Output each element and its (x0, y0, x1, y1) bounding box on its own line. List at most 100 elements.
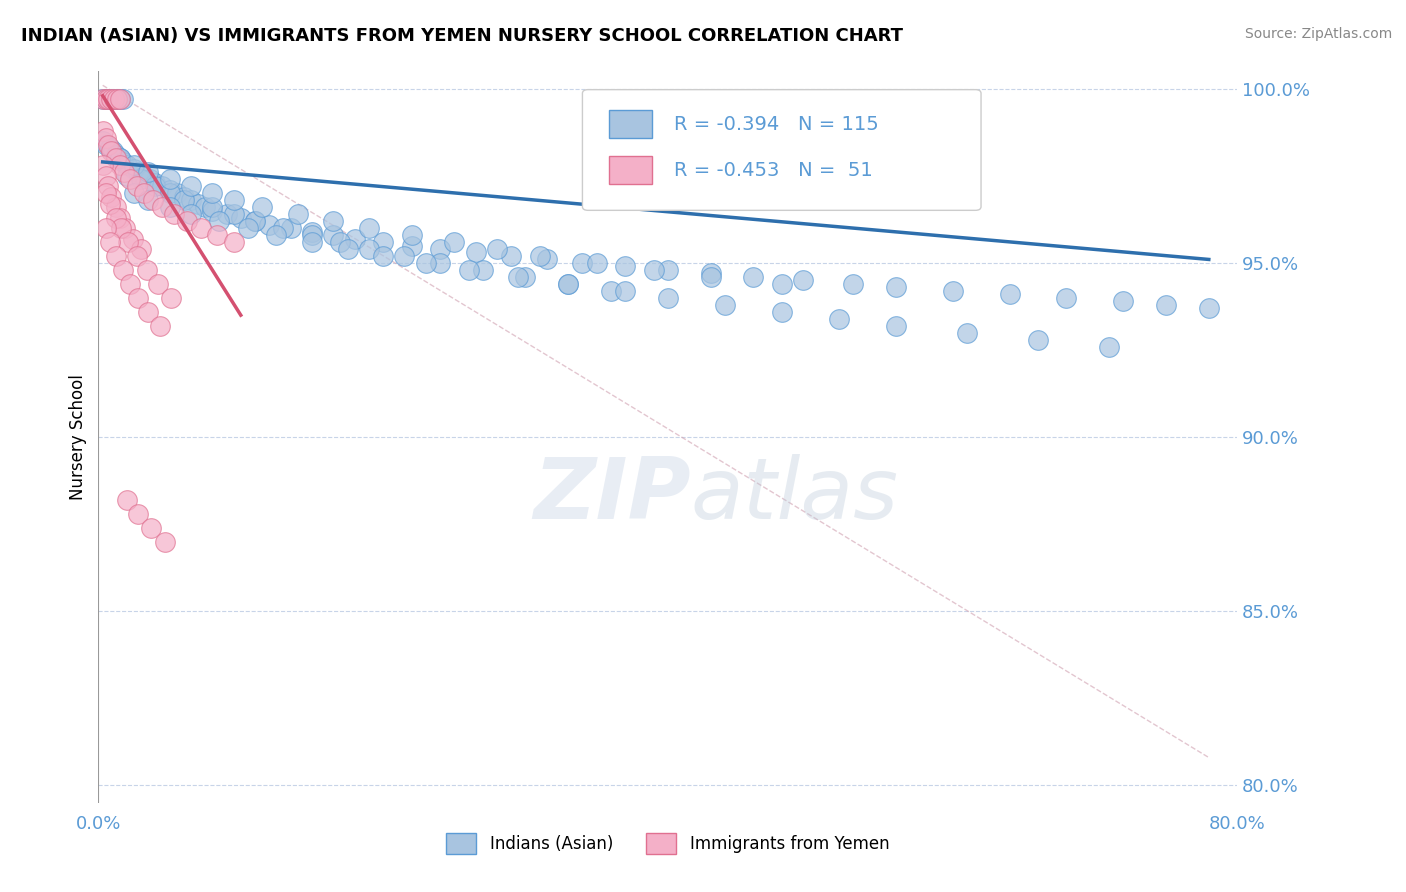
Point (108, 92, 131, 106)
Point (100, 190, 122, 204)
Point (742, 269, 765, 284)
Point (343, 231, 366, 245)
Text: INDIAN (ASIAN) VS IMMIGRANTS FROM YEMEN NURSERY SCHOOL CORRELATION CHART: INDIAN (ASIAN) VS IMMIGRANTS FROM YEMEN … (21, 27, 903, 45)
Point (614, 260, 637, 274)
Text: Source: ZipAtlas.com: Source: ZipAtlas.com (1244, 27, 1392, 41)
Point (770, 304, 793, 318)
Point (159, 172, 181, 186)
Point (529, 249, 551, 263)
Point (201, 186, 224, 201)
Point (115, 169, 138, 183)
Point (187, 196, 209, 211)
Point (127, 165, 149, 179)
Text: atlas: atlas (690, 454, 898, 537)
Point (614, 284, 637, 298)
Point (152, 179, 174, 194)
Point (429, 256, 451, 270)
Point (443, 235, 465, 249)
Text: R = -0.453   N =  51: R = -0.453 N = 51 (673, 161, 872, 179)
Text: ZIP: ZIP (533, 454, 690, 537)
Point (108, 92, 131, 106)
Point (152, 200, 174, 214)
Point (125, 179, 148, 194)
Point (104, 152, 127, 166)
Point (104, 148, 127, 162)
Point (842, 277, 865, 291)
Point (714, 298, 737, 312)
Point (942, 284, 965, 298)
Point (115, 492, 138, 507)
Point (112, 165, 135, 179)
Point (429, 242, 451, 256)
Point (159, 186, 181, 201)
Point (94, 130, 117, 145)
Point (600, 284, 623, 298)
Point (104, 200, 127, 214)
Point (114, 221, 136, 235)
Point (173, 193, 195, 207)
Point (501, 249, 523, 263)
FancyBboxPatch shape (609, 110, 652, 138)
Point (97, 92, 120, 106)
Point (201, 200, 224, 214)
Point (457, 263, 479, 277)
Point (828, 311, 851, 326)
Point (155, 534, 177, 549)
Point (100, 145, 122, 159)
Point (108, 152, 131, 166)
Point (180, 207, 202, 221)
Point (136, 165, 159, 179)
Point (122, 186, 145, 201)
Point (770, 277, 793, 291)
Point (329, 235, 352, 249)
Point (464, 245, 486, 260)
Point (536, 252, 558, 267)
Point (322, 214, 344, 228)
Point (127, 507, 149, 521)
Point (699, 266, 721, 280)
Point (160, 291, 183, 305)
Point (132, 169, 155, 183)
Point (94, 186, 117, 201)
Point (108, 158, 131, 172)
Point (557, 277, 579, 291)
Point (100, 92, 122, 106)
Point (138, 172, 160, 186)
Point (129, 242, 152, 256)
Point (215, 207, 238, 221)
Point (1154, 298, 1177, 312)
Point (104, 249, 127, 263)
Point (373, 235, 395, 249)
Point (515, 269, 537, 284)
Point (110, 221, 132, 235)
Point (145, 176, 167, 190)
Point (111, 155, 134, 169)
Point (94, 169, 117, 183)
Point (222, 235, 245, 249)
Point (176, 214, 198, 228)
Y-axis label: Nursery School: Nursery School (69, 374, 87, 500)
Point (97, 179, 120, 194)
Point (508, 269, 530, 284)
Point (100, 92, 122, 106)
Point (103, 92, 125, 106)
Point (222, 193, 245, 207)
Point (149, 318, 172, 333)
Point (998, 287, 1021, 301)
Point (141, 193, 163, 207)
Point (273, 221, 295, 235)
Point (205, 228, 228, 243)
Point (357, 242, 380, 256)
Point (250, 200, 273, 214)
Point (229, 211, 252, 225)
Point (91, 134, 114, 148)
Point (1056, 291, 1078, 305)
Point (194, 200, 217, 214)
Point (148, 277, 170, 291)
Point (98, 196, 121, 211)
Point (118, 172, 141, 186)
Point (1112, 294, 1135, 309)
Point (322, 228, 344, 243)
Point (657, 291, 679, 305)
Point (401, 228, 423, 243)
